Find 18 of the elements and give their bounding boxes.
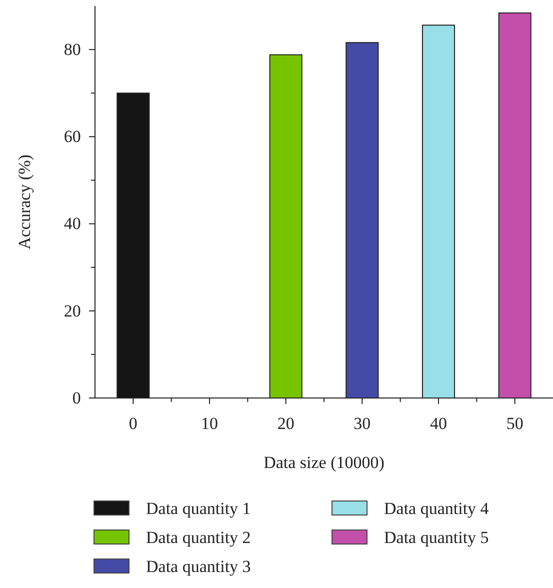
x-tick-label: 20 [277, 414, 294, 434]
x-tick-label: 0 [128, 414, 138, 434]
legend-label: Data quantity 4 [384, 499, 490, 518]
y-tick-label: 0 [72, 388, 81, 408]
y-tick-label: 80 [64, 40, 81, 59]
y-tick-label: 40 [64, 214, 81, 234]
y-axis-title: Accuracy (%) [15, 154, 34, 250]
y-tick-label: 60 [64, 127, 81, 146]
x-tick-label: 40 [430, 414, 447, 434]
legend-label: Data quantity 3 [146, 557, 251, 576]
legend-label: Data quantity 5 [384, 528, 489, 547]
x-tick-label: 50 [506, 414, 524, 434]
legend-label: Data quantity 1 [146, 499, 251, 518]
x-tick-label: 30 [354, 414, 371, 434]
legend-label: Data quantity 2 [146, 528, 251, 547]
y-tick-label: 20 [64, 301, 81, 320]
x-tick-label: 10 [201, 414, 218, 434]
x-axis-title: Data size (10000) [264, 453, 384, 472]
